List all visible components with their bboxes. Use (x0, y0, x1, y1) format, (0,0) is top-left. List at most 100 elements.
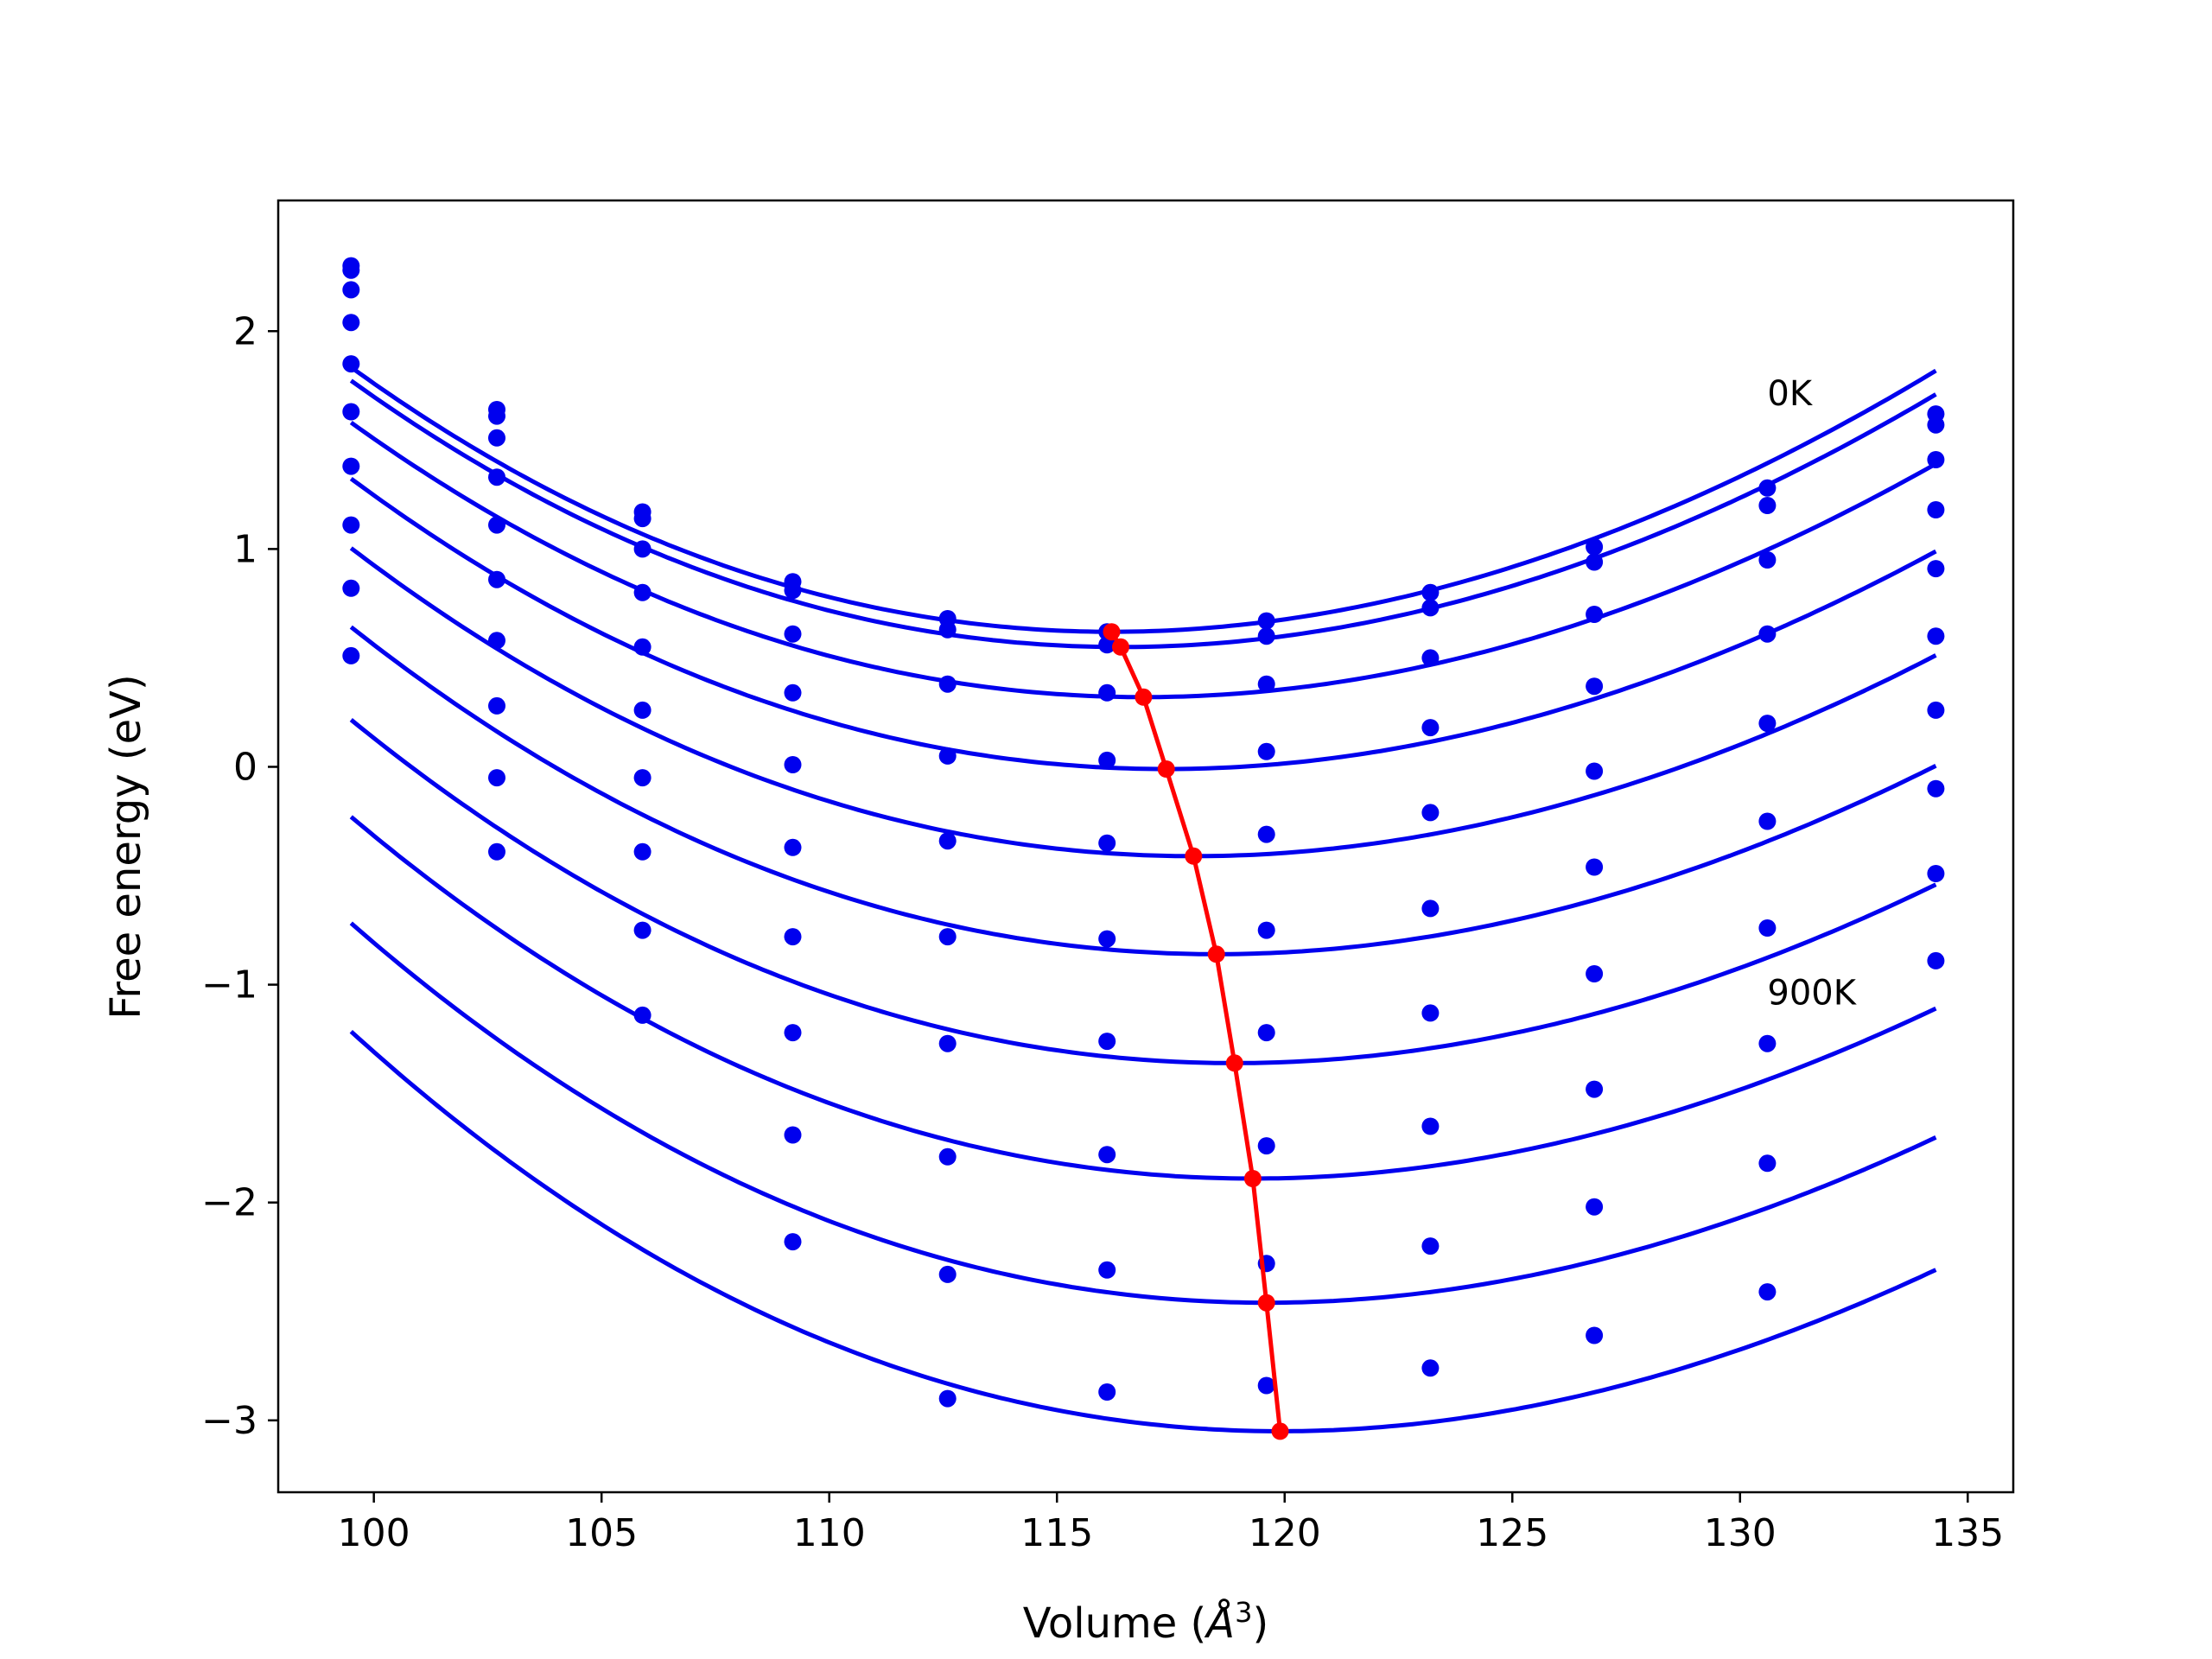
data-point-3-7 (1421, 719, 1440, 737)
fitted-curves (349, 365, 1937, 1433)
data-point-4-3 (784, 756, 802, 773)
data-point-1-4 (938, 620, 957, 639)
data-point-7-8 (1586, 1080, 1604, 1098)
data-point-1-2 (633, 510, 652, 528)
x-axis-title: Volume (Å3) (1023, 1596, 1268, 1648)
x-tick-label-135: 135 (1931, 1511, 2004, 1555)
data-point-8-1 (488, 769, 505, 787)
data-point-2-3 (784, 625, 802, 643)
data-point-4-7 (1421, 804, 1440, 822)
data-point-8-5 (1098, 1261, 1116, 1279)
data-point-9-6 (1257, 1376, 1275, 1395)
data-point-9-8 (1586, 1326, 1604, 1344)
data-point-3-9 (1758, 625, 1777, 643)
data-point-4-1 (488, 516, 505, 534)
data-point-5-1 (488, 570, 505, 588)
minimum-point-1 (1112, 638, 1129, 656)
data-point-7-2 (633, 842, 652, 861)
data-point-1-5 (1098, 636, 1116, 654)
data-point-5-5 (1098, 930, 1116, 948)
data-point-6-2 (633, 769, 652, 787)
data-point-5-6 (1257, 921, 1275, 939)
data-point-1-3 (784, 582, 802, 600)
data-point-2-8 (1586, 606, 1604, 623)
y-axis-title: Free energy (eV) (102, 674, 150, 1019)
data-point-4-9 (1758, 715, 1777, 733)
data-point-8-2 (633, 921, 652, 939)
data-point-9-9 (1758, 1283, 1777, 1301)
data-point-8-9 (1758, 1154, 1777, 1173)
data-point-3-4 (938, 747, 957, 765)
y-tick-label-2: 2 (233, 309, 257, 353)
fit-curve-1 (349, 378, 1937, 650)
data-point-4-4 (938, 832, 957, 850)
data-point-3-1 (488, 468, 505, 486)
minimum-point-8 (1257, 1294, 1275, 1312)
data-point-9-5 (1098, 1383, 1116, 1401)
data-point-9-0 (342, 646, 360, 664)
minimum-point-2 (1135, 688, 1153, 706)
fit-curve-3 (349, 476, 1937, 772)
data-point-8-3 (784, 1126, 802, 1144)
data-point-7-4 (938, 1147, 957, 1166)
minimum-point-3 (1157, 760, 1175, 778)
data-point-5-3 (784, 838, 802, 856)
data-point-3-3 (784, 683, 802, 702)
data-point-1-8 (1586, 553, 1604, 571)
data-point-9-1 (488, 842, 505, 861)
x-tick-label-125: 125 (1476, 1511, 1548, 1555)
data-point-9-2 (633, 1006, 652, 1024)
annotations: 0K 900K (1767, 374, 1857, 1013)
data-point-4-5 (1098, 834, 1116, 852)
data-point-5-2 (633, 701, 652, 719)
minimum-path (1109, 630, 1282, 1432)
data-point-4-8 (1586, 762, 1604, 780)
x-tick-label-110: 110 (793, 1511, 866, 1555)
minimum-point-5 (1207, 945, 1225, 963)
data-point-6-9 (1758, 919, 1777, 937)
data-point-2-2 (633, 540, 652, 558)
minimum-point-7 (1243, 1170, 1262, 1187)
data-point-5-8 (1586, 858, 1604, 876)
data-point-7-3 (784, 1024, 802, 1042)
data-point-1-9 (1758, 497, 1777, 514)
data-point-2-4 (938, 675, 957, 693)
x-tick-label-120: 120 (1249, 1511, 1321, 1555)
data-point-6-7 (1421, 1004, 1440, 1022)
y-axis-ticks: −3 −2 −1 0 1 2 (201, 309, 278, 1443)
data-point-2-1 (488, 429, 505, 447)
data-point-8-0 (342, 579, 360, 597)
fit-curve-0 (349, 365, 1937, 634)
data-point-1-1 (488, 407, 505, 425)
data-point-2-9 (1758, 551, 1777, 569)
x-tick-label-130: 130 (1704, 1511, 1777, 1555)
data-point-2-5 (1098, 683, 1116, 702)
data-point-7-7 (1421, 1117, 1440, 1135)
data-point-3-5 (1098, 751, 1116, 769)
y-tick-label-1: 1 (233, 527, 257, 571)
x-tick-label-115: 115 (1020, 1511, 1093, 1555)
y-tick-label--3: −3 (201, 1399, 257, 1443)
y-tick-label--1: −1 (201, 963, 257, 1007)
data-point-0-8 (1586, 537, 1604, 556)
data-point-8-8 (1586, 1198, 1604, 1216)
data-point-6-5 (1098, 1033, 1116, 1051)
data-point-1-6 (1257, 627, 1275, 645)
fit-curve-4 (349, 546, 1937, 859)
data-point-2-0 (342, 281, 360, 299)
fit-curve-5 (349, 625, 1937, 957)
data-point-4-6 (1257, 825, 1275, 843)
data-point-9-7 (1421, 1359, 1440, 1377)
data-point-5-7 (1421, 899, 1440, 918)
y-tick-label-0: 0 (233, 745, 257, 789)
data-point-5-9 (1758, 812, 1777, 830)
data-point-4-2 (633, 638, 652, 656)
data-point-6-0 (342, 457, 360, 475)
y-tick-label--2: −2 (201, 1181, 257, 1225)
minimum-point-4 (1185, 847, 1203, 865)
data-points (342, 257, 1945, 1408)
minimum-point-6 (1225, 1054, 1243, 1072)
minimum-point-0 (1103, 623, 1121, 641)
data-point-6-10 (1927, 701, 1945, 719)
